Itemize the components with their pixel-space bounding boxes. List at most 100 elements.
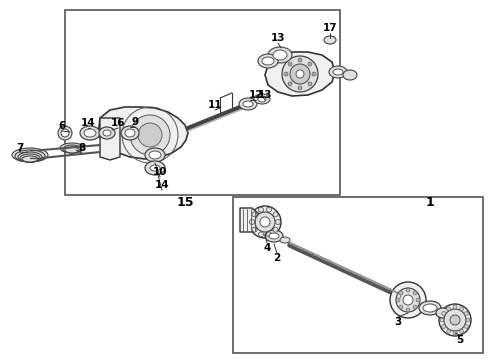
Text: 13: 13 — [258, 90, 272, 100]
Circle shape — [442, 324, 446, 328]
Ellipse shape — [99, 127, 115, 139]
Polygon shape — [240, 208, 260, 232]
Ellipse shape — [262, 57, 274, 65]
Circle shape — [308, 62, 312, 66]
Ellipse shape — [12, 148, 48, 162]
Circle shape — [130, 115, 170, 155]
Circle shape — [255, 212, 275, 232]
Ellipse shape — [280, 237, 290, 243]
Circle shape — [249, 220, 254, 225]
Circle shape — [446, 329, 450, 333]
Circle shape — [282, 56, 318, 92]
Ellipse shape — [149, 151, 161, 159]
Circle shape — [273, 212, 278, 217]
Ellipse shape — [265, 230, 283, 242]
Circle shape — [439, 304, 471, 336]
Circle shape — [275, 220, 280, 225]
Circle shape — [446, 307, 450, 311]
Ellipse shape — [18, 152, 42, 162]
Text: 4: 4 — [263, 243, 270, 253]
Text: 14: 14 — [81, 118, 96, 128]
Circle shape — [396, 288, 420, 312]
Circle shape — [390, 282, 426, 318]
Ellipse shape — [125, 129, 135, 137]
Text: 1: 1 — [426, 195, 434, 208]
Bar — [233, 197, 483, 353]
Circle shape — [460, 307, 464, 311]
Ellipse shape — [145, 148, 165, 162]
Text: 8: 8 — [78, 143, 86, 153]
Circle shape — [399, 305, 403, 309]
Ellipse shape — [20, 154, 40, 162]
Text: 5: 5 — [456, 335, 464, 345]
Circle shape — [312, 72, 316, 76]
Circle shape — [252, 212, 257, 217]
Circle shape — [450, 315, 460, 325]
Circle shape — [249, 206, 281, 238]
Ellipse shape — [423, 304, 437, 312]
Ellipse shape — [273, 50, 287, 60]
Text: 15: 15 — [176, 195, 194, 208]
Text: 6: 6 — [58, 121, 66, 131]
Circle shape — [284, 72, 288, 76]
Circle shape — [453, 305, 457, 309]
Circle shape — [290, 64, 310, 84]
Ellipse shape — [254, 94, 270, 104]
Circle shape — [58, 126, 72, 140]
Ellipse shape — [436, 308, 450, 318]
Ellipse shape — [258, 54, 278, 68]
Circle shape — [413, 305, 417, 309]
Circle shape — [453, 331, 457, 335]
Ellipse shape — [65, 147, 79, 153]
Circle shape — [288, 82, 292, 86]
Polygon shape — [99, 107, 188, 159]
Ellipse shape — [22, 156, 38, 162]
Text: 3: 3 — [394, 317, 402, 327]
Circle shape — [442, 311, 446, 315]
Circle shape — [259, 207, 264, 212]
Circle shape — [403, 295, 413, 305]
Ellipse shape — [243, 101, 253, 107]
Ellipse shape — [15, 150, 45, 162]
Ellipse shape — [84, 129, 96, 137]
Text: 10: 10 — [153, 167, 167, 177]
Circle shape — [267, 232, 271, 237]
Circle shape — [138, 123, 162, 147]
Ellipse shape — [103, 130, 111, 136]
Circle shape — [308, 82, 312, 86]
Circle shape — [440, 318, 444, 322]
Circle shape — [444, 309, 466, 331]
Circle shape — [406, 288, 410, 292]
Circle shape — [396, 298, 400, 302]
Circle shape — [296, 70, 304, 78]
Polygon shape — [100, 118, 120, 160]
Text: 16: 16 — [111, 118, 125, 128]
Circle shape — [399, 291, 403, 295]
Circle shape — [298, 86, 302, 90]
Text: 11: 11 — [208, 100, 222, 110]
Ellipse shape — [268, 47, 292, 63]
Circle shape — [259, 232, 264, 237]
Circle shape — [273, 227, 278, 232]
Bar — [65, 10, 340, 195]
Circle shape — [464, 324, 468, 328]
Ellipse shape — [269, 233, 279, 239]
Circle shape — [298, 58, 302, 62]
Ellipse shape — [343, 70, 357, 80]
Text: 17: 17 — [323, 23, 337, 33]
Text: 7: 7 — [16, 143, 24, 153]
Ellipse shape — [121, 126, 139, 140]
Text: 2: 2 — [273, 253, 281, 263]
Ellipse shape — [258, 96, 266, 102]
Ellipse shape — [239, 98, 257, 110]
Text: 14: 14 — [155, 180, 170, 190]
Ellipse shape — [80, 126, 100, 140]
Ellipse shape — [329, 66, 347, 78]
Ellipse shape — [150, 165, 160, 171]
Circle shape — [416, 298, 420, 302]
Circle shape — [406, 308, 410, 312]
Ellipse shape — [60, 143, 84, 153]
Circle shape — [288, 62, 292, 66]
Circle shape — [466, 318, 470, 322]
Ellipse shape — [324, 36, 336, 44]
